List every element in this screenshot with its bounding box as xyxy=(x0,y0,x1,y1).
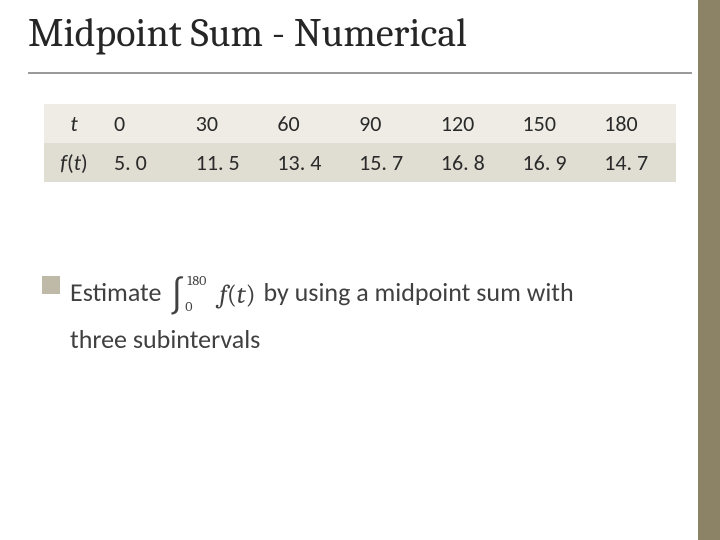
integrand-fn: f xyxy=(219,280,226,310)
integral-lower: 0 xyxy=(185,295,192,319)
row-header-ft: f(t) xyxy=(44,143,104,182)
table-cell: 30 xyxy=(186,104,268,143)
table-cell: 60 xyxy=(267,104,349,143)
title-underline xyxy=(28,72,692,74)
body-text: Estimate ∫0180f(t) by using a midpoint s… xyxy=(70,270,630,361)
table-cell: 14. 7 xyxy=(594,143,676,182)
table-cell: 13. 4 xyxy=(267,143,349,182)
table-row: t 0 30 60 90 120 150 180 xyxy=(44,104,676,143)
table-row: f(t) 5. 0 11. 5 13. 4 15. 7 16. 8 16. 9 … xyxy=(44,143,676,182)
slide-title: Midpoint Sum - Numerical xyxy=(28,10,467,56)
integral-expression: ∫0180f(t) xyxy=(169,273,255,317)
accent-side-bar xyxy=(698,0,720,540)
integrand: f(t) xyxy=(219,280,255,310)
row-header-t: t xyxy=(44,104,104,143)
table-cell: 5. 0 xyxy=(104,143,186,182)
integral-sign-icon: ∫ xyxy=(169,283,185,310)
body-pre: Estimate xyxy=(70,276,167,308)
data-table-wrap: t 0 30 60 90 120 150 180 f(t) 5. 0 11. 5… xyxy=(44,104,676,182)
table-cell: 120 xyxy=(431,104,513,143)
table-cell: 16. 9 xyxy=(513,143,595,182)
table-cell: 15. 7 xyxy=(349,143,431,182)
table-cell: 150 xyxy=(513,104,595,143)
table-cell: 180 xyxy=(594,104,676,143)
table-cell: 0 xyxy=(104,104,186,143)
integrand-var: t xyxy=(237,280,246,310)
slide: Midpoint Sum - Numerical t 0 30 60 90 12… xyxy=(0,0,720,540)
integral-upper: 180 xyxy=(187,269,206,293)
table-cell: 16. 8 xyxy=(431,143,513,182)
data-table: t 0 30 60 90 120 150 180 f(t) 5. 0 11. 5… xyxy=(44,104,676,182)
row-header-t-label: t xyxy=(70,110,77,137)
bullet-icon xyxy=(42,276,60,294)
table-cell: 90 xyxy=(349,104,431,143)
table-cell: 11. 5 xyxy=(186,143,268,182)
